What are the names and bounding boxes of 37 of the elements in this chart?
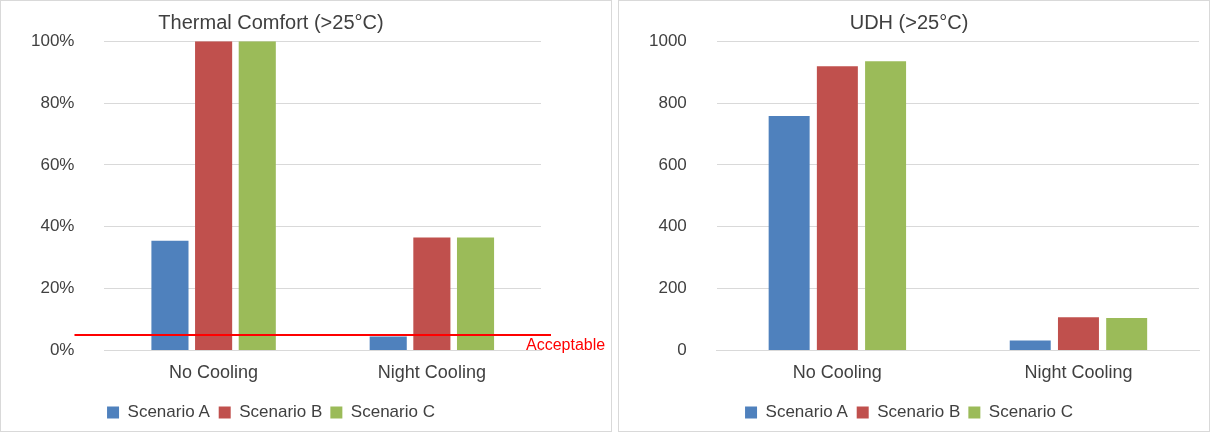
legend-label: Scenario B — [877, 402, 961, 422]
legend-label: Scenario C — [350, 402, 435, 422]
y-tick-label: 0% — [49, 340, 75, 360]
legend-label: Scenario B — [239, 402, 323, 422]
legend-label: Scenario A — [765, 402, 849, 422]
bar — [1009, 340, 1051, 350]
y-tick-label: 400 — [658, 216, 687, 236]
bar — [369, 336, 407, 350]
x-tick-label: Night Cooling — [377, 362, 486, 383]
bar — [768, 116, 810, 350]
bar — [1057, 317, 1099, 350]
x-tick-label: No Cooling — [169, 362, 259, 383]
y-tick-label: 600 — [658, 154, 687, 174]
bar — [1106, 317, 1148, 350]
bar — [456, 237, 495, 350]
x-tick-label: No Cooling — [792, 362, 882, 383]
bar — [865, 61, 907, 350]
chart-title: UDH (>25°C) — [849, 10, 969, 33]
x-tick-label: Night Cooling — [1024, 362, 1133, 383]
y-tick-label: 40% — [40, 216, 75, 236]
bar — [413, 237, 451, 350]
ref-line-label: Acceptable — [526, 336, 606, 354]
bar — [151, 240, 189, 350]
bar — [238, 41, 276, 350]
y-tick-label: 1000 — [648, 30, 687, 50]
bar — [816, 66, 858, 350]
y-tick-label: 200 — [658, 278, 687, 298]
y-tick-label: 100% — [31, 30, 75, 50]
y-tick-label: 20% — [40, 278, 75, 298]
chart-title: Thermal Comfort (>25°C) — [158, 10, 384, 33]
y-tick-label: 0 — [677, 340, 687, 360]
bar — [195, 41, 233, 350]
legend-label: Scenario A — [127, 402, 211, 422]
y-tick-label: 800 — [658, 92, 687, 112]
y-tick-label: 80% — [40, 92, 75, 112]
y-tick-label: 60% — [40, 154, 75, 174]
legend-label: Scenario C — [988, 402, 1073, 422]
